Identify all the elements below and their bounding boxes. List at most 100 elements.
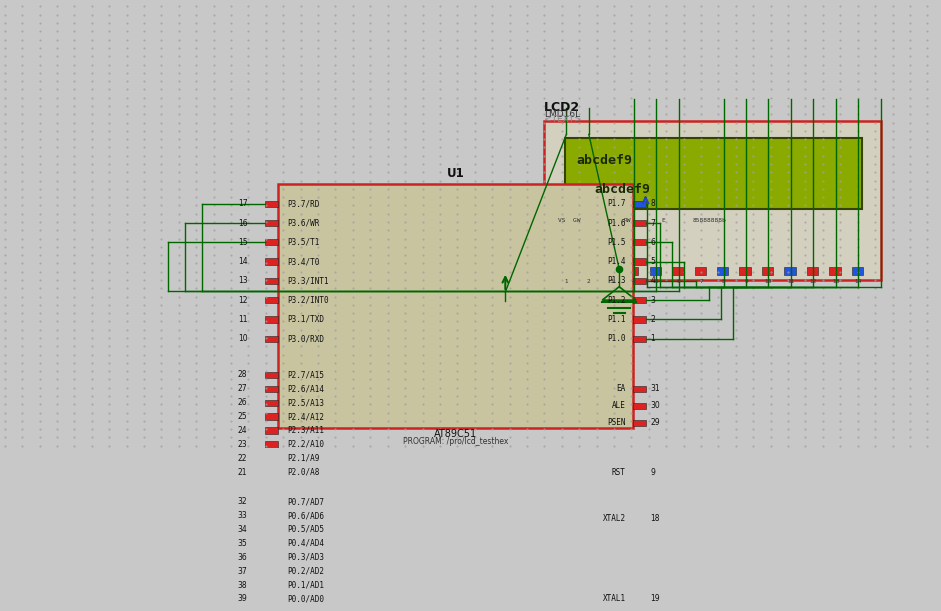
Bar (265, 316, 278, 323)
Bar (265, 469, 278, 475)
Text: 6: 6 (650, 238, 655, 247)
Bar (633, 335, 646, 342)
Bar (265, 596, 278, 602)
Text: P2.2/A10: P2.2/A10 (287, 440, 324, 449)
Text: 24: 24 (238, 426, 247, 435)
Text: 22: 22 (238, 454, 247, 463)
Bar (633, 469, 646, 476)
Text: P3.3/INT1: P3.3/INT1 (287, 276, 328, 285)
Bar (265, 335, 278, 342)
Text: XTAL2: XTAL2 (602, 514, 626, 523)
Text: 21: 21 (238, 467, 247, 477)
Text: 11: 11 (788, 279, 794, 284)
Bar (633, 239, 646, 246)
Text: 1: 1 (650, 334, 655, 343)
Text: LMD16L: LMD16L (544, 110, 580, 119)
Bar (560, 268, 571, 276)
Text: 13: 13 (238, 276, 247, 285)
Bar (633, 220, 646, 226)
Text: P0.5/AD5: P0.5/AD5 (287, 525, 324, 534)
Bar (762, 268, 774, 276)
Text: P2.5/A13: P2.5/A13 (287, 398, 324, 407)
Text: 10: 10 (765, 279, 773, 284)
Text: P0.4/AD4: P0.4/AD4 (287, 539, 324, 548)
Bar (265, 200, 278, 207)
Text: 14: 14 (238, 257, 247, 266)
Text: 23: 23 (238, 440, 247, 449)
Text: 12: 12 (238, 296, 247, 305)
Bar (544, 121, 881, 280)
Text: 13: 13 (832, 279, 839, 284)
Text: 2: 2 (650, 315, 655, 324)
Text: P3.5/T1: P3.5/T1 (287, 238, 319, 247)
Text: 19: 19 (650, 595, 660, 604)
Bar (785, 268, 796, 276)
Text: P2.6/A14: P2.6/A14 (287, 384, 324, 393)
Text: 29: 29 (650, 419, 660, 427)
Text: P0.7/AD7: P0.7/AD7 (287, 497, 324, 506)
Text: 25: 25 (238, 412, 247, 421)
Text: 34: 34 (238, 525, 247, 534)
Bar (265, 239, 278, 246)
Text: 4: 4 (631, 279, 635, 284)
Text: 85888888b: 85888888b (693, 218, 726, 223)
Text: 37: 37 (238, 566, 247, 576)
Bar (633, 278, 646, 284)
Bar (265, 278, 278, 284)
Text: P1.0: P1.0 (607, 334, 626, 343)
Bar (633, 596, 646, 602)
Text: P1.5: P1.5 (607, 238, 626, 247)
Bar (649, 268, 661, 276)
Bar (633, 200, 646, 207)
Bar (627, 268, 638, 276)
Text: P1.4: P1.4 (607, 257, 626, 266)
Text: 28: 28 (238, 370, 247, 379)
Text: 35: 35 (238, 539, 247, 548)
Bar (633, 297, 646, 303)
Bar (278, 184, 633, 428)
Text: 12: 12 (809, 279, 817, 284)
Bar (565, 137, 862, 209)
Text: P2.4/A12: P2.4/A12 (287, 412, 324, 421)
Bar (806, 268, 818, 276)
Bar (740, 268, 751, 276)
Text: 32: 32 (238, 497, 247, 506)
Text: 39: 39 (238, 595, 247, 604)
Bar (265, 414, 278, 420)
Text: P2.0/A8: P2.0/A8 (287, 467, 319, 477)
Text: P0.6/AD6: P0.6/AD6 (287, 511, 324, 520)
Text: P1.6: P1.6 (607, 219, 626, 227)
Text: XTAL1: XTAL1 (602, 595, 626, 604)
Text: P3.1/TXD: P3.1/TXD (287, 315, 324, 324)
Bar (265, 526, 278, 533)
Bar (265, 427, 278, 434)
Text: 16: 16 (238, 219, 247, 227)
Text: 6: 6 (677, 279, 680, 284)
Text: RW: RW (624, 218, 631, 223)
Text: P3.4/T0: P3.4/T0 (287, 257, 319, 266)
Text: abcdef9: abcdef9 (576, 154, 632, 167)
Text: <TEXT>: <TEXT> (544, 115, 582, 124)
Text: VS  GW: VS GW (558, 218, 581, 223)
Text: 9: 9 (744, 279, 748, 284)
Bar (633, 403, 646, 409)
Bar (633, 515, 646, 522)
Bar (265, 499, 278, 505)
Text: RST: RST (612, 468, 626, 477)
Text: 36: 36 (238, 553, 247, 562)
Text: 4: 4 (650, 276, 655, 285)
Text: P3.2/INT0: P3.2/INT0 (287, 296, 328, 305)
Text: 27: 27 (238, 384, 247, 393)
Text: E: E (662, 218, 665, 223)
Bar (265, 258, 278, 265)
Text: 15: 15 (238, 238, 247, 247)
Text: PROGRAM: /pro/lcd_testhex: PROGRAM: /pro/lcd_testhex (403, 437, 508, 446)
Text: abcdef9: abcdef9 (595, 183, 651, 196)
Bar (852, 268, 863, 276)
Bar (265, 372, 278, 378)
Text: 5: 5 (654, 279, 658, 284)
Text: 17: 17 (238, 199, 247, 208)
Text: P2.7/A15: P2.7/A15 (287, 370, 324, 379)
Text: P1.1: P1.1 (607, 315, 626, 324)
Bar (672, 268, 683, 276)
